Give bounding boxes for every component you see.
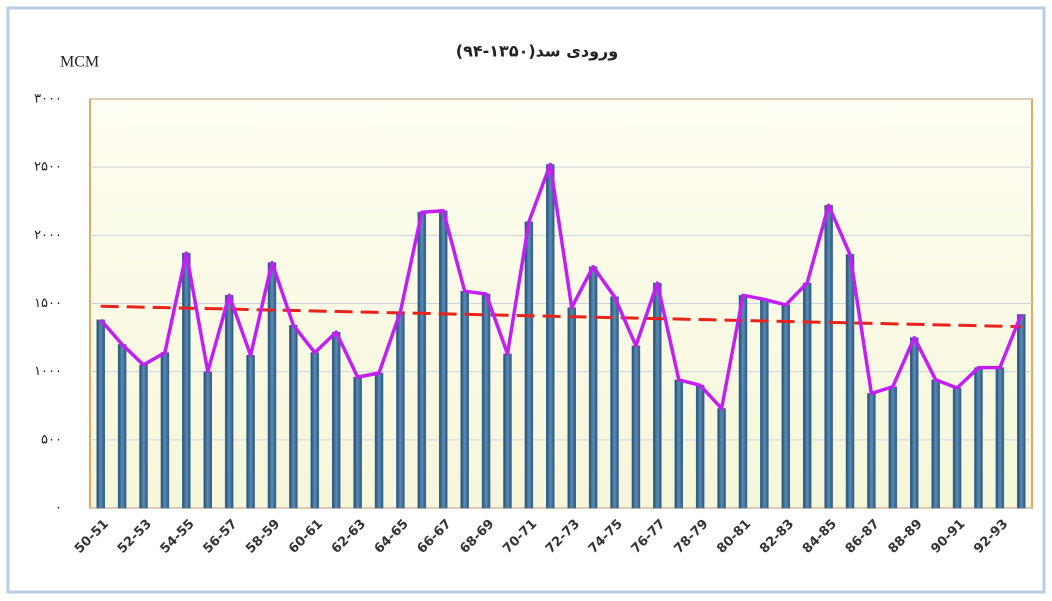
bar <box>139 364 148 509</box>
y-tick-label: ۱۵۰۰ <box>34 296 62 311</box>
bar <box>203 371 212 509</box>
bar <box>160 352 170 509</box>
bar <box>910 337 919 509</box>
trend-line <box>100 304 1022 329</box>
bar <box>374 372 384 509</box>
bar <box>396 311 405 509</box>
bar <box>867 393 876 509</box>
bar <box>802 282 812 509</box>
bar <box>546 164 555 509</box>
bar <box>760 299 769 509</box>
y-tick-label: ۳۰۰۰ <box>34 92 62 107</box>
y-tick-label: ۲۰۰۰ <box>34 228 62 243</box>
bar <box>503 353 512 509</box>
chart-title: ورودی سد(۱۳۵۰-۹۴) <box>456 42 618 61</box>
bar <box>481 293 491 509</box>
bar <box>974 367 983 509</box>
bar <box>931 379 940 509</box>
y-tick-label: ۵۰۰ <box>41 432 62 447</box>
bar <box>96 319 105 509</box>
bar <box>310 352 320 509</box>
y-tick-label: ۲۵۰۰ <box>34 160 62 175</box>
bar <box>567 307 576 509</box>
bar <box>417 211 427 509</box>
bar <box>674 379 683 509</box>
bar <box>631 345 641 509</box>
line <box>99 162 1023 411</box>
bar <box>695 385 705 509</box>
bar <box>182 252 191 509</box>
bar <box>717 408 726 509</box>
bar <box>117 344 127 509</box>
bar <box>845 254 855 509</box>
bar <box>439 210 448 509</box>
bar <box>246 355 255 509</box>
bar <box>1017 314 1026 509</box>
bar <box>610 296 619 509</box>
bar <box>952 387 962 509</box>
bar <box>781 304 791 509</box>
bar <box>524 221 534 509</box>
bar <box>224 295 234 509</box>
bar <box>653 282 662 509</box>
bar <box>588 266 598 509</box>
bar <box>289 325 298 509</box>
bar <box>888 386 898 509</box>
bar <box>738 295 748 509</box>
y-tick-label: ۱۰۰۰ <box>34 364 62 379</box>
bar <box>824 205 833 509</box>
bar <box>353 376 362 509</box>
y-axis-label: MCM <box>60 54 99 71</box>
bar <box>331 331 341 509</box>
y-tick-label: ٠ <box>55 501 62 516</box>
bar <box>995 367 1005 509</box>
bar <box>267 262 277 509</box>
bar <box>460 290 469 509</box>
